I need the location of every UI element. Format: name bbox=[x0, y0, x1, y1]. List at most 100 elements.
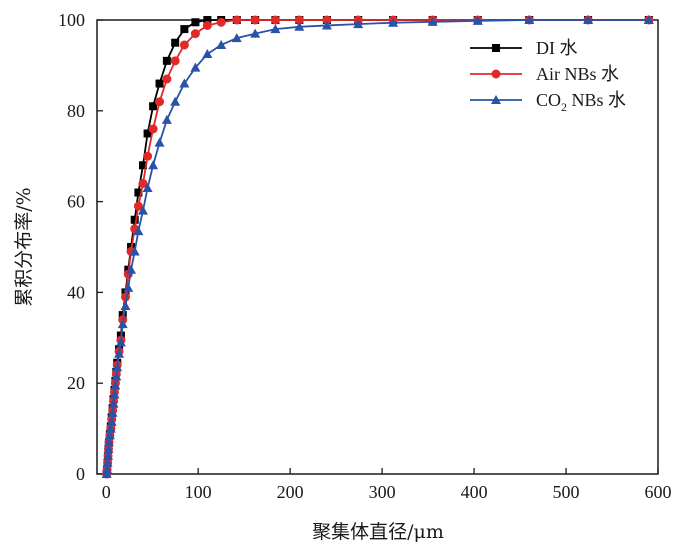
series-line bbox=[105, 19, 649, 475]
data-point bbox=[643, 15, 654, 24]
data-point bbox=[180, 25, 189, 34]
y-axis-title: 累积分布率/% bbox=[13, 187, 35, 306]
data-point bbox=[143, 151, 153, 161]
data-point bbox=[133, 226, 144, 236]
x-tick-label: 100 bbox=[185, 482, 212, 502]
series-line bbox=[105, 19, 649, 475]
x-axis-title: 聚集体直径/μm bbox=[312, 521, 444, 543]
x-tick-label: 0 bbox=[102, 482, 111, 502]
data-point bbox=[232, 15, 242, 25]
data-point bbox=[104, 430, 115, 440]
data-point bbox=[155, 97, 165, 107]
data-point bbox=[143, 129, 152, 138]
data-point bbox=[583, 15, 594, 24]
x-tick-label: 300 bbox=[369, 482, 396, 502]
x-tick-label: 500 bbox=[553, 482, 580, 502]
series-layer bbox=[101, 15, 654, 479]
data-point bbox=[103, 444, 114, 454]
data-point bbox=[202, 49, 213, 59]
series-3 bbox=[101, 15, 654, 478]
data-point bbox=[101, 469, 112, 478]
data-point bbox=[133, 201, 143, 211]
data-point bbox=[216, 17, 226, 27]
data-point bbox=[138, 178, 148, 188]
data-point bbox=[112, 362, 123, 372]
y-axis: 0 20 40 60 80 100 bbox=[58, 10, 103, 484]
data-point bbox=[270, 15, 280, 25]
legend-item: CO2 NBs 水 bbox=[470, 90, 626, 114]
data-point bbox=[171, 38, 180, 47]
data-point bbox=[137, 205, 148, 215]
data-point bbox=[154, 137, 165, 147]
data-point bbox=[388, 17, 399, 27]
data-point bbox=[114, 348, 125, 358]
x-tick-label: 200 bbox=[277, 482, 304, 502]
data-point bbox=[191, 18, 200, 27]
data-point bbox=[270, 24, 281, 34]
legend-label: CO2 NBs 水 bbox=[536, 90, 626, 114]
data-point bbox=[102, 464, 113, 474]
data-point bbox=[103, 437, 114, 447]
data-point bbox=[161, 114, 172, 124]
data-point bbox=[170, 56, 180, 66]
data-point bbox=[472, 15, 483, 25]
data-point bbox=[102, 457, 113, 467]
legend-marker bbox=[492, 44, 500, 52]
data-point bbox=[190, 29, 200, 39]
legend: DI 水 Air NBs 水 CO2 NBs 水 bbox=[470, 38, 626, 114]
data-point bbox=[134, 188, 143, 197]
data-point bbox=[250, 15, 260, 25]
data-point bbox=[126, 264, 137, 274]
data-point bbox=[105, 423, 116, 433]
series-line bbox=[105, 19, 649, 475]
data-point bbox=[110, 380, 121, 390]
data-point bbox=[216, 39, 227, 49]
data-point bbox=[294, 21, 305, 31]
data-point bbox=[120, 301, 131, 311]
data-point bbox=[115, 337, 126, 347]
data-point bbox=[179, 78, 190, 88]
data-point bbox=[294, 15, 304, 25]
data-point bbox=[111, 371, 122, 381]
data-point bbox=[524, 15, 535, 24]
data-point bbox=[427, 16, 438, 26]
data-point bbox=[138, 161, 147, 170]
data-point bbox=[190, 62, 201, 72]
legend-label: Air NBs 水 bbox=[536, 64, 619, 84]
data-point bbox=[170, 96, 181, 106]
data-point bbox=[109, 389, 120, 399]
data-point bbox=[108, 398, 119, 408]
data-point bbox=[129, 246, 140, 256]
x-axis: 0 100 200 300 400 500 600 bbox=[102, 468, 672, 502]
data-point bbox=[321, 20, 332, 30]
data-point bbox=[250, 28, 261, 38]
legend-marker bbox=[491, 95, 501, 104]
data-point bbox=[117, 319, 128, 329]
data-point bbox=[148, 160, 159, 170]
x-tick-label: 400 bbox=[461, 482, 488, 502]
y-tick-label: 0 bbox=[76, 464, 85, 484]
y-tick-label: 80 bbox=[67, 101, 85, 121]
y-tick-label: 100 bbox=[58, 10, 85, 30]
data-point bbox=[203, 16, 212, 24]
data-point bbox=[179, 40, 189, 50]
x-tick-label: 600 bbox=[645, 482, 672, 502]
data-point bbox=[162, 56, 171, 65]
data-point bbox=[103, 450, 114, 460]
y-tick-label: 20 bbox=[67, 373, 85, 393]
data-point bbox=[155, 79, 164, 88]
data-point bbox=[353, 19, 364, 29]
data-point bbox=[322, 15, 332, 25]
data-point bbox=[162, 74, 172, 84]
data-point bbox=[202, 20, 212, 30]
data-point bbox=[130, 215, 139, 224]
data-point bbox=[149, 102, 158, 111]
legend-label: DI 水 bbox=[536, 38, 578, 58]
legend-item: Air NBs 水 bbox=[470, 64, 619, 84]
data-point bbox=[231, 33, 242, 43]
data-point bbox=[148, 124, 158, 134]
data-point bbox=[142, 182, 153, 192]
legend-item: DI 水 bbox=[470, 38, 578, 58]
y-tick-label: 60 bbox=[67, 192, 85, 212]
